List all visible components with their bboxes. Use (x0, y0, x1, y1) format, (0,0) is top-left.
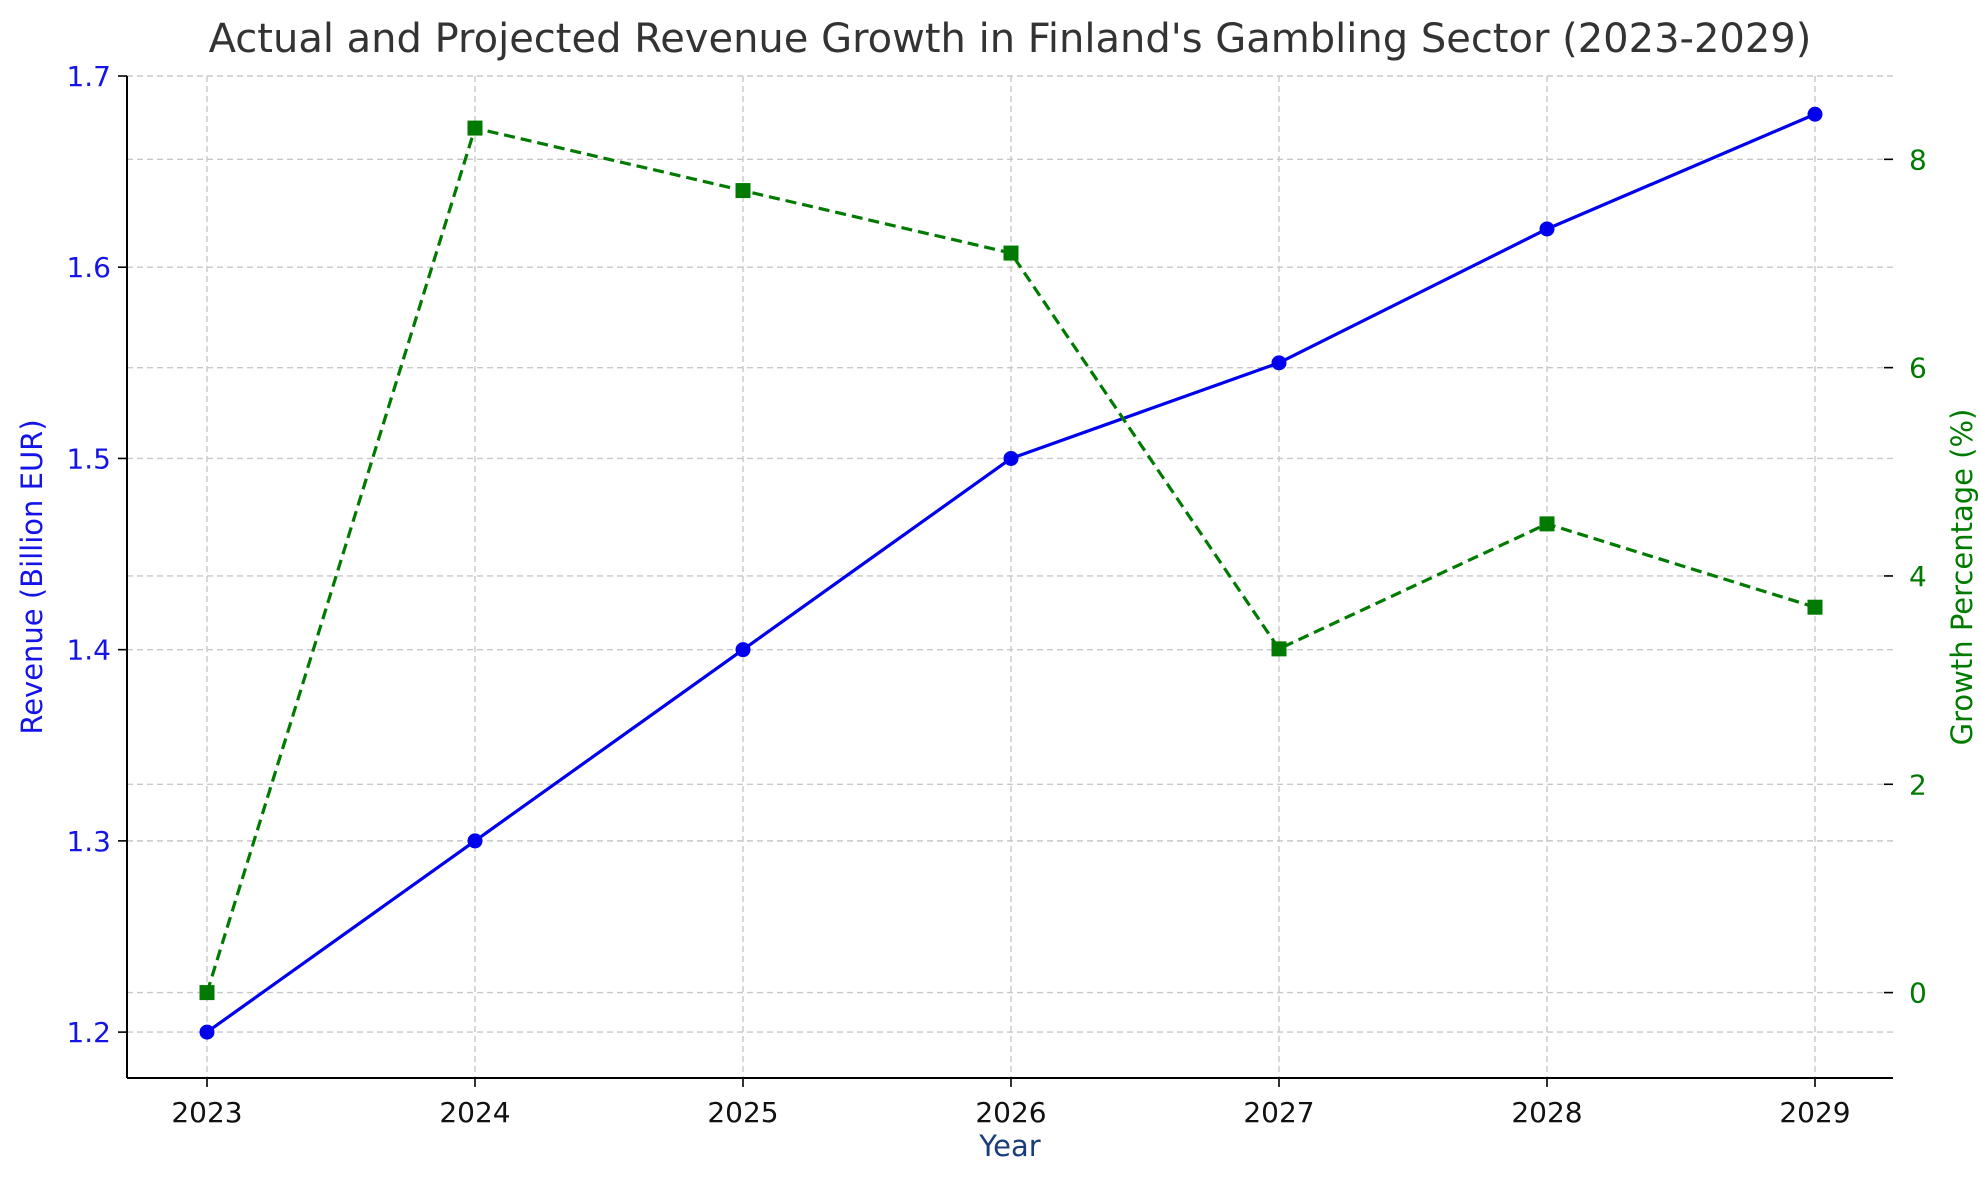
x-tick-label: 2026 (975, 1096, 1046, 1129)
x-axis-label: Year (978, 1129, 1040, 1163)
series-1-point (1539, 516, 1555, 532)
series-0-point (467, 833, 483, 849)
axes-layer: 2023 2024 2025 2026 2027 2028 2029 1.2 1.3 1.4 1.5… (66, 60, 1926, 1129)
x-tick-label: 2024 (439, 1096, 510, 1129)
y-right-tick-label: 2 (1909, 768, 1927, 801)
y-left-tick-label: 1.7 (66, 60, 111, 93)
y-left-tick-label: 1.3 (66, 825, 111, 858)
y-left-tick-label: 1.4 (66, 634, 111, 667)
y-right-axis-label: Growth Percentage (%) (1945, 409, 1979, 746)
y-left-axis-label: Revenue (Billion EUR) (15, 419, 49, 734)
series-layer (199, 106, 1823, 1040)
series-0-point (199, 1024, 215, 1040)
x-tick-label: 2027 (1243, 1096, 1314, 1129)
series-0-point (735, 642, 751, 658)
y-left-tick-label: 1.5 (66, 442, 111, 475)
series-1-point (1807, 599, 1823, 615)
grid-layer (127, 75, 1893, 1078)
series-1-point (199, 985, 215, 1001)
x-tick-label: 2025 (707, 1096, 778, 1129)
x-tick-label: 2029 (1779, 1096, 1850, 1129)
y-right-tick-label: 0 (1909, 977, 1927, 1010)
y-right-tick-label: 8 (1909, 143, 1927, 176)
x-tick-label: 2028 (1511, 1096, 1582, 1129)
y-left-tick-label: 1.2 (66, 1016, 111, 1049)
chart-title: Actual and Projected Revenue Growth in F… (209, 16, 1812, 62)
x-tick-label: 2023 (171, 1096, 242, 1129)
series-0-point (1271, 355, 1287, 371)
y-right-tick-label: 4 (1909, 560, 1927, 593)
y-left-tick-label: 1.6 (66, 251, 111, 284)
series-1-point (1003, 245, 1019, 261)
series-0-point (1539, 221, 1555, 237)
y-right-tick-label: 6 (1909, 352, 1927, 385)
series-0-point (1807, 106, 1823, 122)
series-0-point (1003, 450, 1019, 466)
series-1-point (1271, 641, 1287, 657)
series-1-point (735, 183, 751, 199)
series-1-point (467, 120, 483, 136)
